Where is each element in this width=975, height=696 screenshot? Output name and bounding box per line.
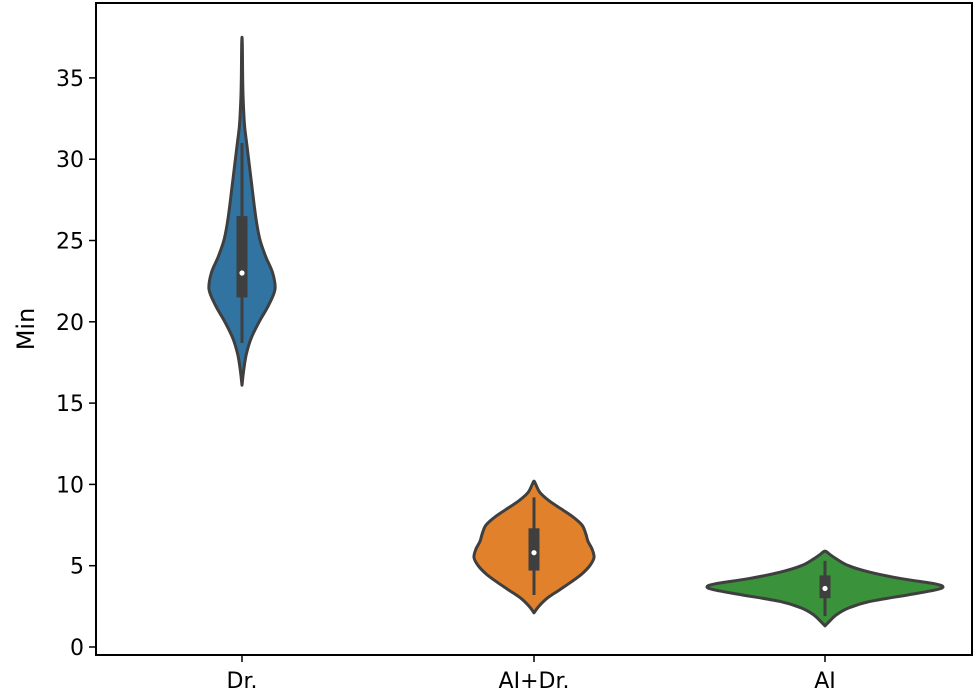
y-tick-label: 35	[56, 67, 84, 92]
y-tick-label: 30	[56, 148, 84, 173]
median-dot-dr	[239, 270, 245, 276]
y-tick-label: 0	[70, 636, 84, 661]
violins-layer	[207, 35, 945, 628]
x-tick-label-ai: AI	[814, 669, 836, 694]
y-tick-label: 15	[56, 392, 84, 417]
y-tick-label: 25	[56, 230, 84, 255]
y-tick-label: 10	[56, 473, 84, 498]
y-tick-label: 5	[70, 555, 84, 580]
y-axis-label: Min	[12, 308, 40, 351]
y-axis: 0 5 10 15 20 25 30 35	[56, 67, 96, 661]
x-axis: Dr. AI+Dr. AI	[227, 655, 836, 694]
y-tick-label: 20	[56, 311, 84, 336]
x-tick-label-dr-: Dr.	[227, 669, 258, 694]
boxplots-layer	[236, 142, 831, 617]
iqr-box-dr	[236, 216, 248, 298]
median-dot-ai-dr	[531, 550, 537, 556]
median-dot-ai	[822, 585, 828, 592]
iqr-box-ai-dr	[528, 528, 540, 571]
x-tick-label-ai-dr-: AI+Dr.	[499, 669, 570, 694]
